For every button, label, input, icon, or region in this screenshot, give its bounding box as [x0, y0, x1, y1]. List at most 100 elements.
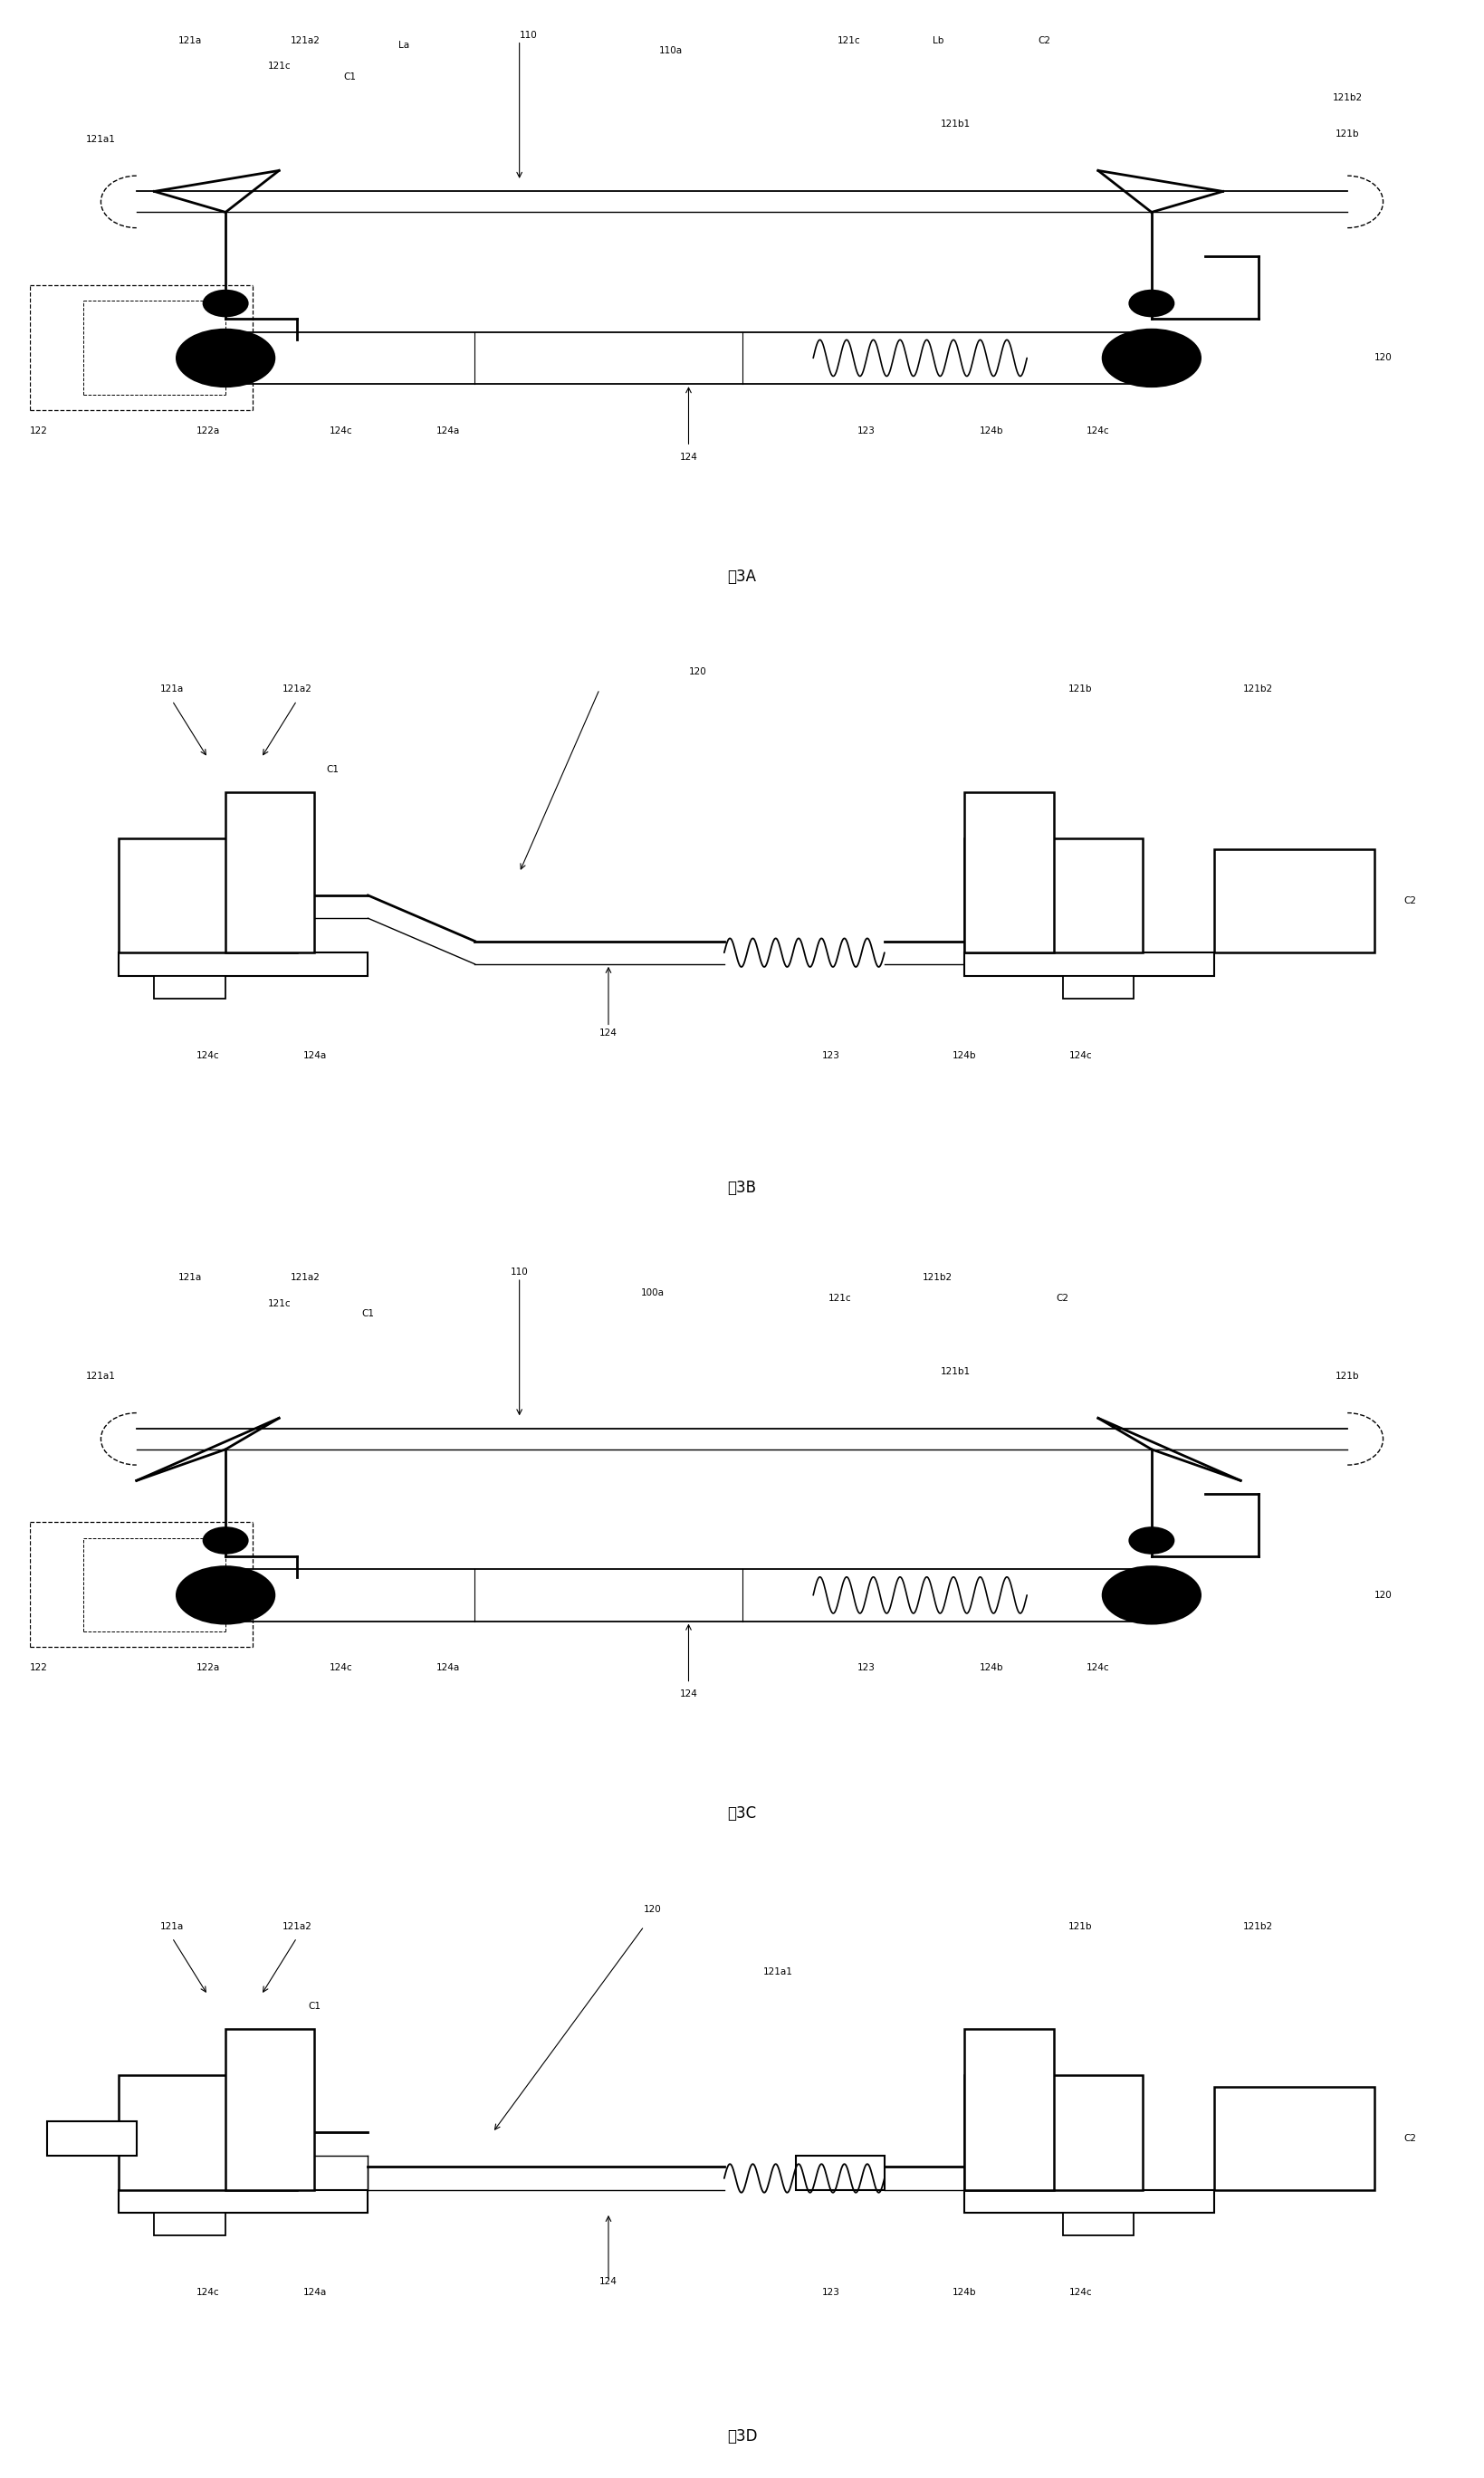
Bar: [119, 952, 368, 976]
Text: 124c: 124c: [1086, 1663, 1110, 1673]
Bar: [119, 838, 297, 952]
Circle shape: [211, 349, 240, 367]
Circle shape: [1137, 1586, 1166, 1603]
Text: C2: C2: [1404, 897, 1416, 904]
Text: 121b2: 121b2: [923, 1274, 953, 1281]
Text: 121b2: 121b2: [1244, 684, 1273, 694]
Text: 121a2: 121a2: [291, 35, 321, 45]
Bar: [1214, 850, 1374, 952]
Text: 121b1: 121b1: [941, 119, 971, 129]
Bar: [226, 793, 315, 952]
Text: 110: 110: [510, 1269, 528, 1276]
Text: C2: C2: [1039, 35, 1051, 45]
Bar: [226, 2029, 315, 2191]
Text: 124c: 124c: [1068, 1051, 1092, 1061]
Bar: [119, 2074, 297, 2191]
Text: 124c: 124c: [329, 426, 353, 436]
Text: 124: 124: [680, 1690, 697, 1697]
Text: 124a: 124a: [303, 1051, 326, 1061]
Text: 121b: 121b: [1068, 1923, 1092, 1930]
Circle shape: [1129, 1526, 1174, 1554]
Text: 120: 120: [689, 667, 706, 676]
Text: 121a: 121a: [160, 684, 184, 694]
Text: C2: C2: [1404, 2134, 1416, 2143]
Text: 120: 120: [1374, 1591, 1392, 1601]
Text: 123: 123: [858, 426, 876, 436]
Circle shape: [1103, 330, 1201, 387]
Text: C1: C1: [362, 1308, 374, 1318]
Text: 121b: 121b: [1336, 129, 1359, 139]
Bar: [965, 838, 1143, 952]
Text: La: La: [398, 42, 410, 50]
Text: 图3C: 图3C: [727, 1806, 757, 1821]
Circle shape: [177, 1566, 275, 1623]
Text: C1: C1: [326, 766, 338, 773]
Text: 123: 123: [822, 2287, 840, 2297]
Text: 121a2: 121a2: [291, 1274, 321, 1281]
Bar: [795, 2156, 884, 2191]
Text: 121a2: 121a2: [282, 684, 312, 694]
Text: 124c: 124c: [196, 1051, 220, 1061]
Text: 123: 123: [822, 1051, 840, 1061]
Text: 100a: 100a: [641, 1289, 665, 1298]
Text: 124: 124: [600, 2277, 617, 2285]
Text: 121b: 121b: [1068, 684, 1092, 694]
Text: 120: 120: [644, 1906, 662, 1913]
Text: 124b: 124b: [979, 426, 1003, 436]
Bar: [47, 2121, 137, 2156]
Text: C1: C1: [309, 2002, 321, 2012]
Circle shape: [211, 1586, 240, 1603]
Text: 图3A: 图3A: [727, 567, 757, 585]
Bar: [1063, 2213, 1134, 2235]
Text: 124: 124: [680, 453, 697, 461]
Text: 121c: 121c: [828, 1294, 852, 1303]
Text: 124b: 124b: [953, 2287, 976, 2297]
Text: C1: C1: [344, 72, 356, 82]
Text: C2: C2: [1057, 1294, 1068, 1303]
Text: 124b: 124b: [953, 1051, 976, 1061]
Text: 121a1: 121a1: [86, 134, 116, 144]
Text: 124c: 124c: [329, 1663, 353, 1673]
Bar: [154, 2213, 226, 2235]
Text: 110: 110: [519, 30, 537, 40]
Text: 124: 124: [600, 1028, 617, 1038]
Text: 121a: 121a: [178, 1274, 202, 1281]
Bar: [965, 2029, 1054, 2191]
Text: 120: 120: [1374, 354, 1392, 362]
Text: 121a: 121a: [160, 1923, 184, 1930]
Bar: [965, 2074, 1143, 2191]
Text: 图3B: 图3B: [727, 1180, 757, 1194]
Text: 121a2: 121a2: [282, 1923, 312, 1930]
Text: 124a: 124a: [436, 426, 460, 436]
Text: 110a: 110a: [659, 47, 683, 55]
Bar: [1063, 976, 1134, 999]
Bar: [119, 2191, 368, 2213]
Text: 121a: 121a: [178, 35, 202, 45]
Circle shape: [177, 330, 275, 387]
Text: 121b2: 121b2: [1244, 1923, 1273, 1930]
Text: 122a: 122a: [196, 1663, 220, 1673]
Text: 124c: 124c: [1086, 426, 1110, 436]
Circle shape: [1129, 290, 1174, 317]
Text: 124a: 124a: [436, 1663, 460, 1673]
Text: 124a: 124a: [303, 2287, 326, 2297]
Circle shape: [220, 300, 232, 307]
Text: 122a: 122a: [196, 426, 220, 436]
Text: Lb: Lb: [932, 35, 944, 45]
Text: 123: 123: [858, 1663, 876, 1673]
Text: 121b: 121b: [1336, 1373, 1359, 1380]
Text: 121a1: 121a1: [86, 1373, 116, 1380]
Bar: [965, 2191, 1214, 2213]
Text: 121b1: 121b1: [941, 1368, 971, 1375]
Text: 121c: 121c: [267, 62, 291, 72]
Text: 124c: 124c: [196, 2287, 220, 2297]
Bar: [965, 952, 1214, 976]
Circle shape: [1146, 300, 1158, 307]
Bar: [154, 976, 226, 999]
Text: 图3D: 图3D: [727, 2428, 757, 2443]
Circle shape: [203, 290, 248, 317]
Text: 122: 122: [30, 426, 47, 436]
Text: 121c: 121c: [267, 1298, 291, 1308]
Circle shape: [203, 1526, 248, 1554]
Text: 121c: 121c: [837, 35, 861, 45]
